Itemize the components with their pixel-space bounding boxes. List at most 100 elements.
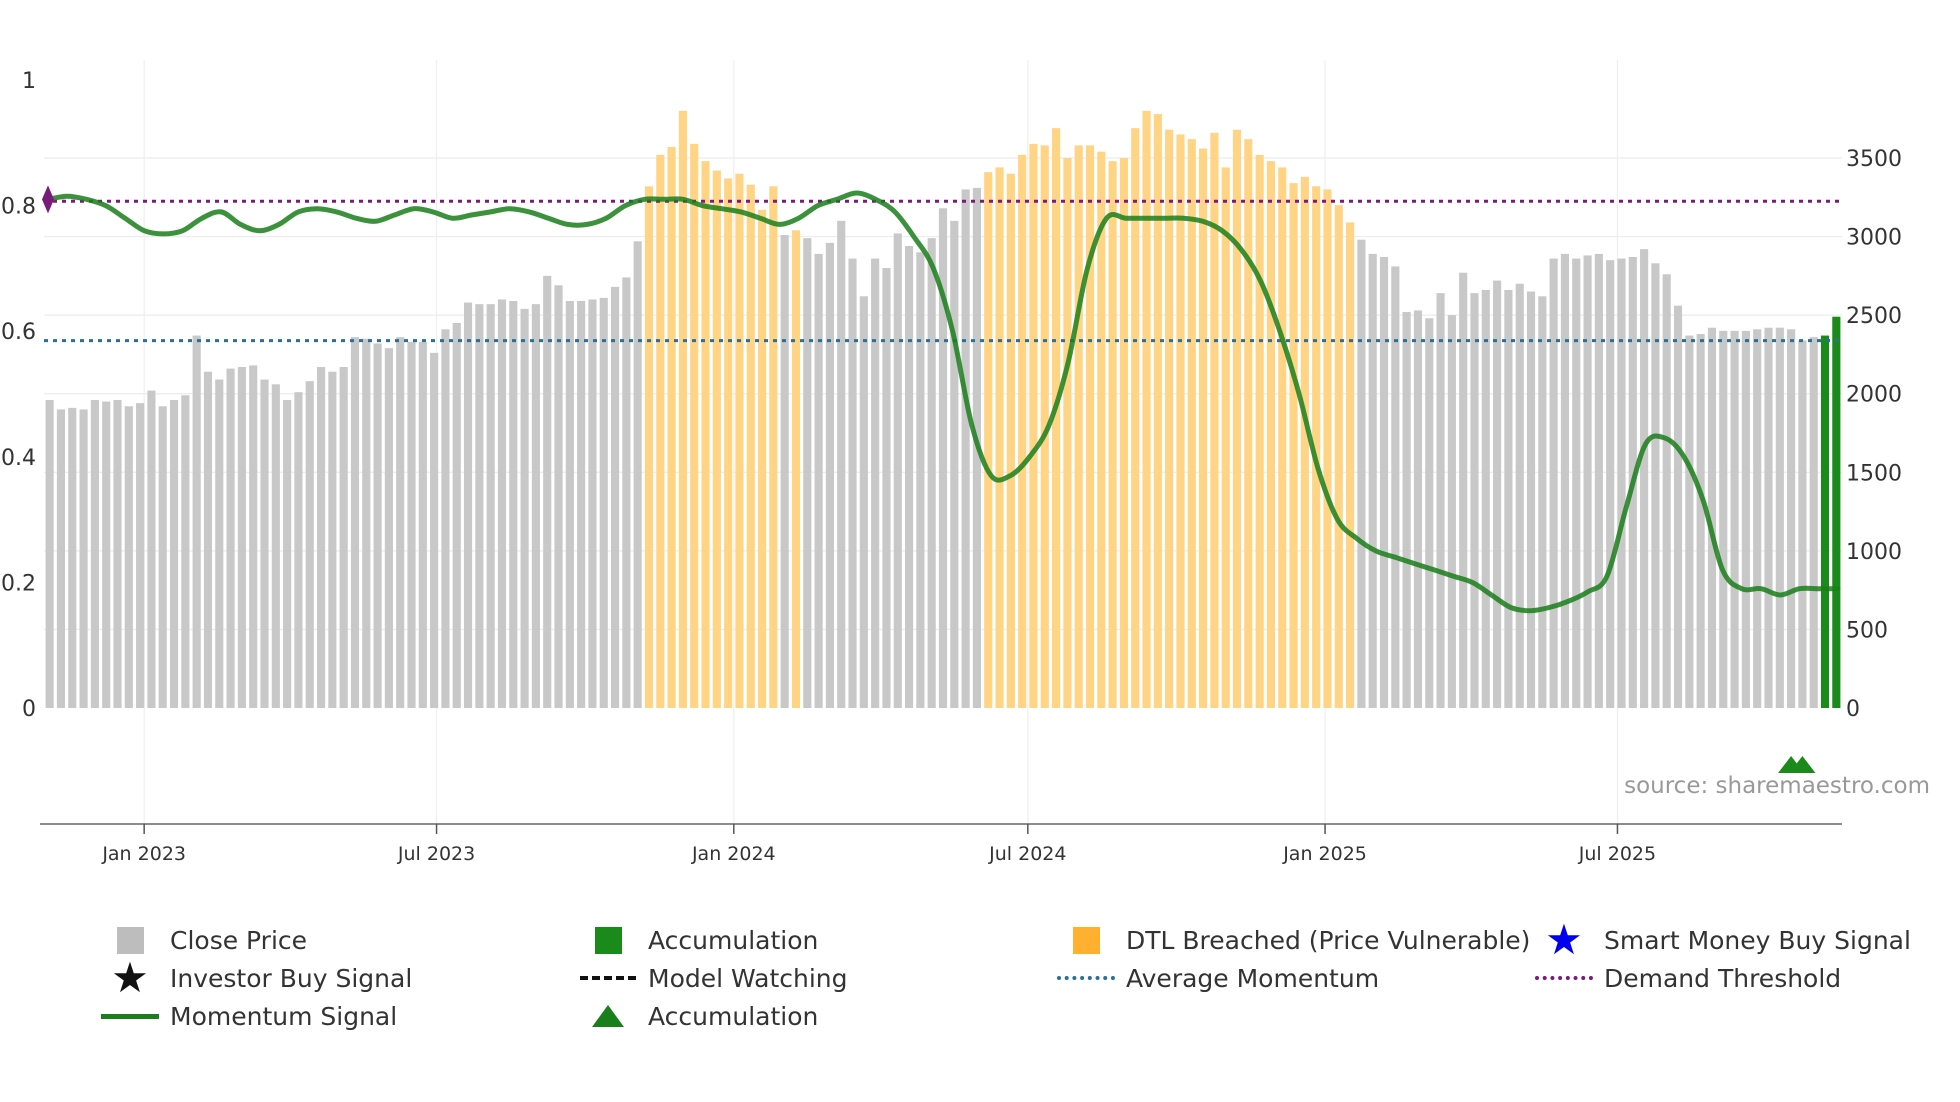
- price-bar: [1764, 327, 1773, 708]
- price-bar: [554, 285, 563, 708]
- price-bar: [791, 230, 801, 709]
- price-bar: [531, 304, 540, 708]
- price-bar: [769, 186, 778, 709]
- x-tick-label: Jan 2024: [691, 843, 776, 865]
- price-bar: [1323, 189, 1332, 708]
- price-bar: [825, 242, 834, 709]
- price-bar: [396, 337, 405, 708]
- price-bar: [1379, 257, 1389, 708]
- price-bar: [1153, 114, 1162, 708]
- price-bar: [520, 308, 529, 708]
- price-bar: [1707, 327, 1717, 708]
- left-axis-tick: 0.8: [1, 195, 36, 220]
- price-bar: [1357, 239, 1366, 708]
- price-bar: [644, 186, 654, 709]
- price-bar: [1538, 296, 1547, 708]
- left-axis-tick: 0: [22, 697, 36, 722]
- right-axis-tick: 1500: [1846, 461, 1902, 486]
- accumulation-triangle: [1789, 756, 1816, 773]
- price-bar: [1436, 293, 1445, 708]
- price-bar: [1391, 266, 1400, 708]
- source-label: source: sharemaestro.com: [1624, 773, 1930, 799]
- price-bar: [678, 110, 687, 709]
- price-bar: [1820, 335, 1830, 708]
- price-bar: [1085, 145, 1095, 708]
- price-bar: [124, 406, 133, 708]
- price-bar: [509, 301, 518, 708]
- price-bar: [1334, 205, 1343, 708]
- price-bar: [1775, 327, 1784, 708]
- price-bar: [1018, 154, 1027, 709]
- price-bar: [271, 384, 280, 708]
- price-bar: [328, 371, 337, 708]
- price-bar: [1289, 183, 1298, 708]
- price-bar: [486, 304, 495, 708]
- price-bar: [1560, 253, 1570, 709]
- price-bar: [373, 343, 382, 708]
- price-bar: [1515, 283, 1524, 708]
- price-bar: [656, 154, 665, 709]
- price-bar: [1029, 143, 1038, 709]
- price-bar: [294, 392, 303, 708]
- price-bar: [1278, 167, 1287, 708]
- price-bar: [1493, 280, 1502, 708]
- price-bar: [1470, 293, 1479, 708]
- price-bar: [1753, 329, 1762, 708]
- price-bar: [463, 302, 473, 708]
- price-bar: [1176, 134, 1185, 708]
- price-bar: [1097, 151, 1106, 708]
- left-axis-tick: 0.2: [1, 571, 36, 596]
- price-bar: [859, 296, 868, 708]
- price-bar: [1832, 316, 1841, 708]
- price-bar: [667, 147, 676, 708]
- price-bar: [237, 367, 246, 708]
- axes: 0 0.2 0.4 0.6 0.8 1 0 500 1000 1500 2000 2500 3000 35…: [1, 69, 1902, 865]
- price-bar: [950, 220, 959, 709]
- price-bar: [169, 400, 179, 708]
- price-bar: [622, 277, 631, 708]
- price-bar: [1651, 263, 1660, 708]
- price-bar: [1809, 337, 1818, 708]
- left-axis-tick: 1: [22, 69, 36, 94]
- x-tick-label: Jan 2025: [1282, 843, 1367, 865]
- price-bar: [418, 341, 427, 708]
- price-bar: [1108, 161, 1117, 708]
- price-bar: [226, 368, 235, 708]
- price-bar: [1696, 334, 1705, 708]
- price-bar: [905, 246, 914, 708]
- price-bar: [1685, 335, 1694, 708]
- price-bar: [283, 400, 292, 708]
- price-bar: [102, 401, 111, 708]
- price-bar: [961, 189, 970, 708]
- price-bar: [803, 238, 812, 708]
- price-bar: [1368, 253, 1377, 709]
- price-bar: [1640, 249, 1649, 708]
- price-bar: [712, 170, 721, 708]
- price-bar: [1402, 312, 1411, 708]
- price-bar: [1673, 305, 1683, 708]
- price-bar: [430, 352, 439, 708]
- right-axis-tick: 0: [1846, 697, 1860, 722]
- price-bar: [1210, 132, 1219, 709]
- price-bar: [837, 220, 846, 709]
- price-bar: [1481, 290, 1490, 708]
- momentum-signal-path: [45, 190, 1841, 614]
- price-bar: [1006, 173, 1015, 708]
- price-bar: [147, 390, 156, 708]
- right-axis-tick: 2000: [1846, 383, 1902, 408]
- price-bar: [1074, 145, 1083, 708]
- price-bar: [758, 209, 767, 709]
- x-tick-label: Jan 2023: [101, 843, 186, 865]
- x-tick-label: Jul 2023: [397, 843, 475, 865]
- price-bar: [882, 268, 891, 708]
- price-bar: [350, 337, 360, 708]
- price-bar: [1447, 315, 1456, 708]
- price-bar: [848, 258, 857, 708]
- left-axis-tick: 0.6: [1, 320, 36, 345]
- x-tick-label: Jul 2024: [988, 843, 1066, 865]
- price-bar: [1232, 129, 1242, 708]
- price-bar: [690, 143, 699, 709]
- price-bar: [181, 395, 190, 708]
- price-bar: [1255, 154, 1264, 709]
- price-bar: [1572, 258, 1581, 708]
